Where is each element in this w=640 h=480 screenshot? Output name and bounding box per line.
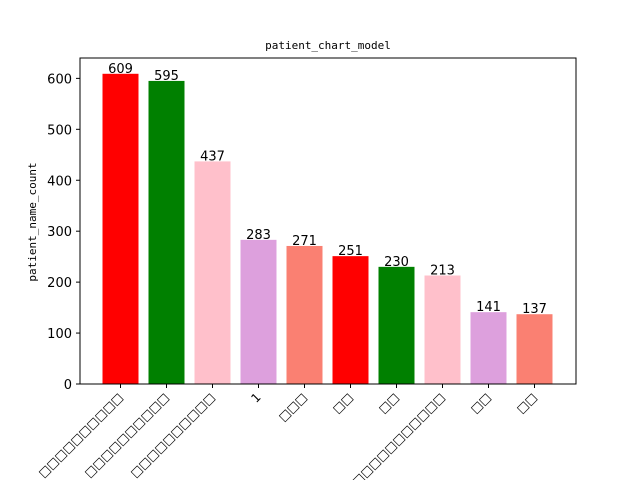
- y-tick-label-400: 400: [47, 174, 72, 189]
- value-label-7: 230: [384, 255, 409, 270]
- x-tick-label-10: □□: [514, 390, 540, 416]
- bars-group: [102, 73, 553, 385]
- y-tick-label-200: 200: [47, 276, 72, 291]
- x-tick-label-2: □□□□□□□□□□: [82, 390, 172, 480]
- y-tick-label-600: 600: [47, 72, 72, 87]
- y-tick-label-0: 0: [64, 378, 72, 393]
- value-labels-group: 609 595 437 283 271 251 230 213 141 137: [108, 62, 547, 317]
- value-label-2: 595: [154, 69, 179, 84]
- value-label-3: 437: [200, 149, 225, 164]
- y-axis-ticks: 0 100 200 300 400 500 600: [47, 72, 80, 393]
- bar-6: [332, 256, 369, 384]
- value-label-1: 609: [108, 62, 133, 77]
- bar-2: [148, 80, 185, 384]
- bar-1: [102, 73, 139, 385]
- x-tick-label-3: □□□□□□□□□□: [128, 390, 218, 480]
- bar-7: [378, 266, 415, 384]
- value-label-6: 251: [338, 244, 363, 259]
- y-axis-label: patient_name_count: [26, 162, 39, 281]
- chart-title: patient_chart_model: [265, 39, 391, 52]
- bar-5: [286, 245, 323, 384]
- bar-9: [470, 312, 507, 384]
- value-label-4: 283: [246, 228, 271, 243]
- bar-3: [194, 161, 231, 384]
- plot-frame: [79, 57, 577, 385]
- y-tick-label-100: 100: [47, 327, 72, 342]
- x-tick-label-6: □□: [330, 390, 356, 416]
- x-tick-label-1: □□□□□□□□□□: [36, 390, 126, 480]
- bar-10: [516, 314, 553, 384]
- value-label-10: 137: [522, 302, 547, 317]
- value-label-5: 271: [292, 234, 317, 249]
- y-tick-label-300: 300: [47, 225, 72, 240]
- y-tick-label-500: 500: [47, 123, 72, 138]
- x-axis-ticks: □□□□□□□□□□□□□□□□□□□□□□□□□□□□□□ 1 □□□ □□ □□□□…: [36, 384, 540, 480]
- value-label-9: 141: [476, 300, 501, 315]
- x-tick-label-4: 1: [248, 390, 263, 405]
- x-tick-label-5: □□□: [276, 390, 310, 424]
- x-tick-label-9: □□: [468, 390, 494, 416]
- x-tick-label-7: □□: [376, 390, 402, 416]
- value-label-8: 213: [430, 264, 455, 279]
- bar-4: [240, 239, 277, 384]
- bar-8: [424, 275, 461, 384]
